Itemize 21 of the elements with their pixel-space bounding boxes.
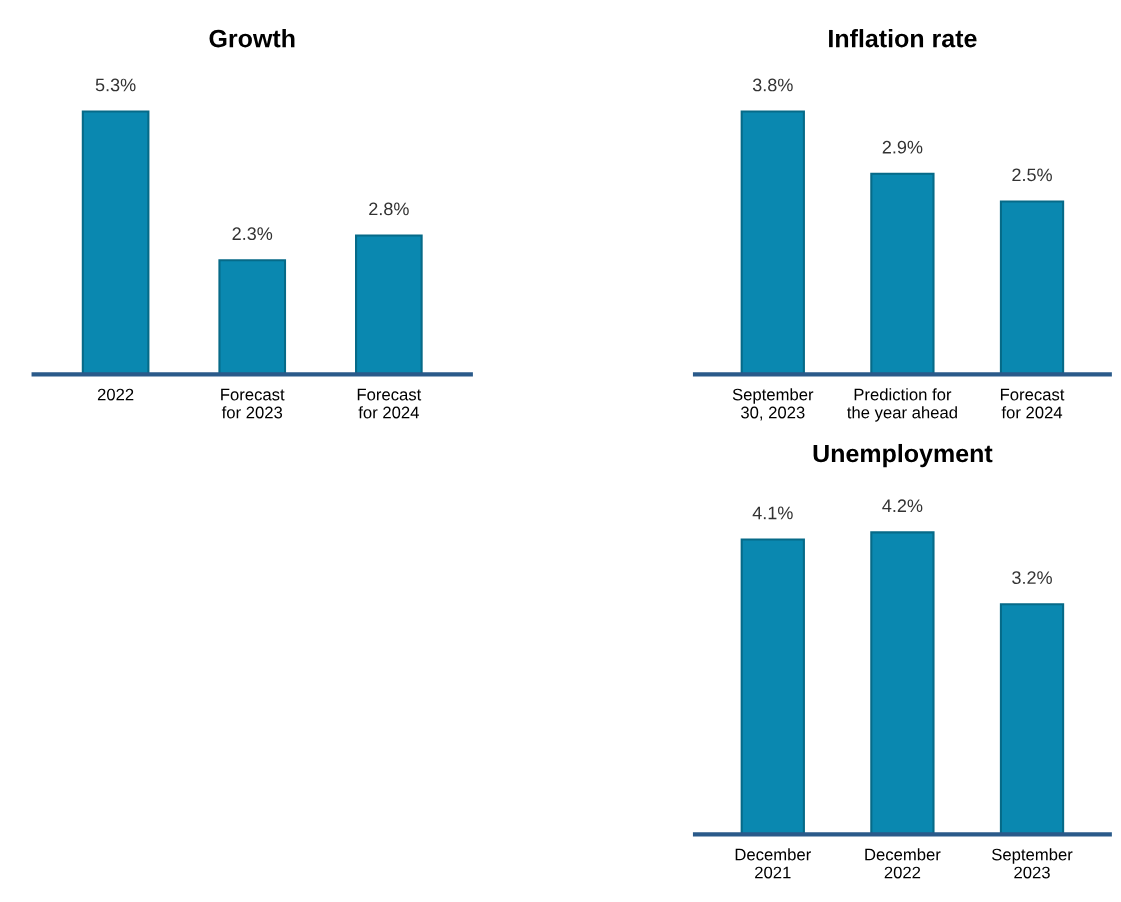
data-label: 5.3%	[95, 78, 136, 92]
data-label: 4.2%	[882, 499, 923, 513]
x-tick-label: September 30, 2023	[732, 388, 814, 421]
x-tick-label: December 2022	[865, 848, 941, 879]
chart-title: Growth	[209, 29, 295, 48]
x-tick-label: Forecast for 2024	[357, 388, 422, 419]
x-tick-label: Prediction for the year ahead	[847, 388, 957, 422]
chart-title: Inflation rate	[829, 29, 977, 48]
x-tick-label: December 2021	[735, 848, 811, 879]
data-label: 2.3%	[232, 227, 273, 241]
data-label: 3.8%	[752, 78, 793, 92]
x-tick-label: September 2023	[992, 848, 1073, 879]
data-label: 3.2%	[1012, 571, 1052, 585]
data-label: 2.9%	[882, 140, 923, 154]
data-label: 4.1%	[752, 506, 793, 520]
x-tick-label: Forecast for 2024	[1000, 388, 1065, 419]
x-tick-label: 2022	[97, 388, 134, 401]
data-label: 2.8%	[369, 202, 409, 216]
x-tick-label: Forecast for 2023	[221, 388, 285, 419]
data-label: 2.5%	[1012, 168, 1052, 182]
chart-title: Unemployment	[813, 443, 993, 468]
